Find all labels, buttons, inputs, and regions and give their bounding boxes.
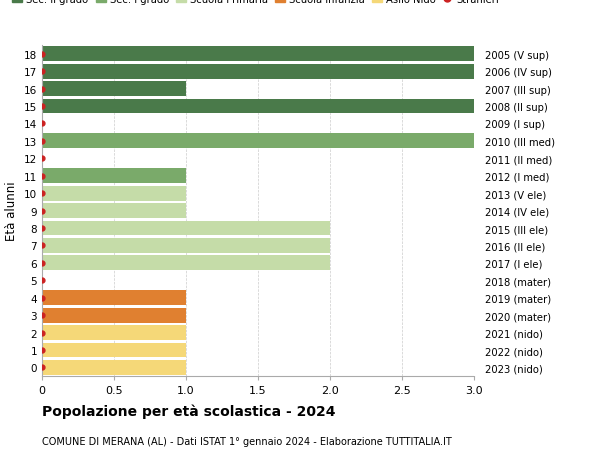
Bar xyxy=(42,169,186,184)
Bar xyxy=(42,65,474,79)
Bar xyxy=(42,47,474,62)
Text: COMUNE DI MERANA (AL) - Dati ISTAT 1° gennaio 2024 - Elaborazione TUTTITALIA.IT: COMUNE DI MERANA (AL) - Dati ISTAT 1° ge… xyxy=(42,436,452,446)
Bar xyxy=(42,221,330,236)
Bar xyxy=(42,186,186,201)
Bar xyxy=(42,360,186,375)
Bar xyxy=(42,100,474,114)
Legend: Sec. II grado, Sec. I grado, Scuola Primaria, Scuola Infanzia, Asilo Nido, Stran: Sec. II grado, Sec. I grado, Scuola Prim… xyxy=(13,0,499,5)
Bar xyxy=(42,239,330,253)
Y-axis label: Età alunni: Età alunni xyxy=(5,181,19,241)
Bar xyxy=(42,134,474,149)
Bar xyxy=(42,204,186,218)
Bar xyxy=(42,82,186,97)
Bar xyxy=(42,256,330,271)
Bar xyxy=(42,308,186,323)
Bar xyxy=(42,291,186,306)
Text: Popolazione per età scolastica - 2024: Popolazione per età scolastica - 2024 xyxy=(42,404,335,419)
Bar xyxy=(42,343,186,358)
Bar xyxy=(42,325,186,340)
